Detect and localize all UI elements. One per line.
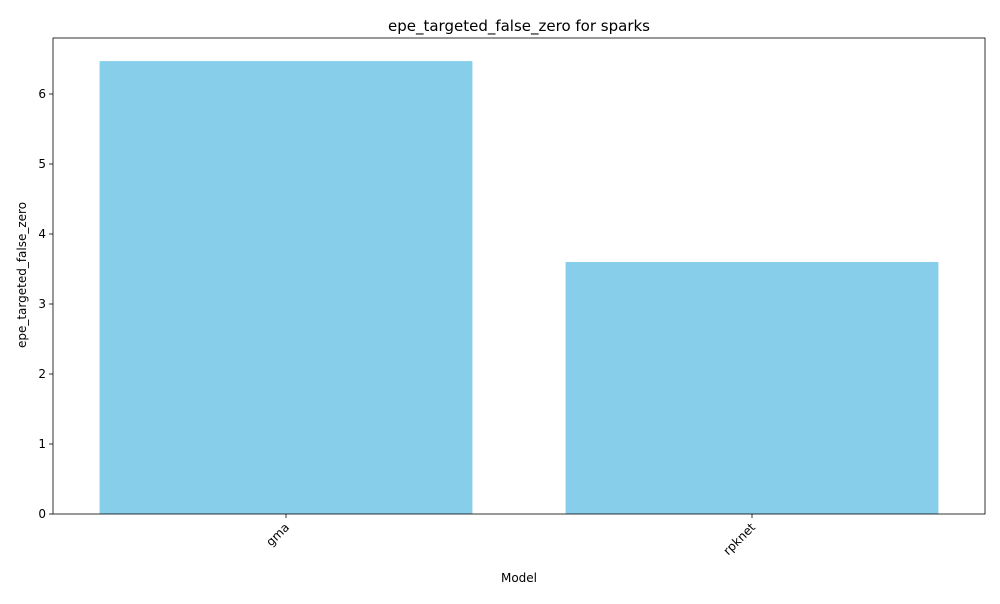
x-axis-label: Model xyxy=(501,571,537,585)
chart-title: epe_targeted_false_zero for sparks xyxy=(388,17,650,36)
y-tick-label: 6 xyxy=(38,87,46,101)
axes-frame xyxy=(52,37,986,515)
y-tick-label: 5 xyxy=(38,157,46,171)
y-tick-label: 0 xyxy=(38,507,46,521)
y-axis-label: epe_targeted_false_zero xyxy=(15,202,29,348)
bar-rpknet xyxy=(565,262,939,514)
plot-area: gma rpknet 0 1 2 3 4 5 6 xyxy=(38,37,986,558)
y-tick-label: 4 xyxy=(38,227,46,241)
x-tick-label: rpknet xyxy=(721,520,759,558)
bar-gma xyxy=(99,61,473,514)
y-tick-label: 1 xyxy=(38,437,46,451)
y-tick-label: 3 xyxy=(38,297,46,311)
x-tick-label: gma xyxy=(263,520,292,549)
y-tick-label: 2 xyxy=(38,367,46,381)
